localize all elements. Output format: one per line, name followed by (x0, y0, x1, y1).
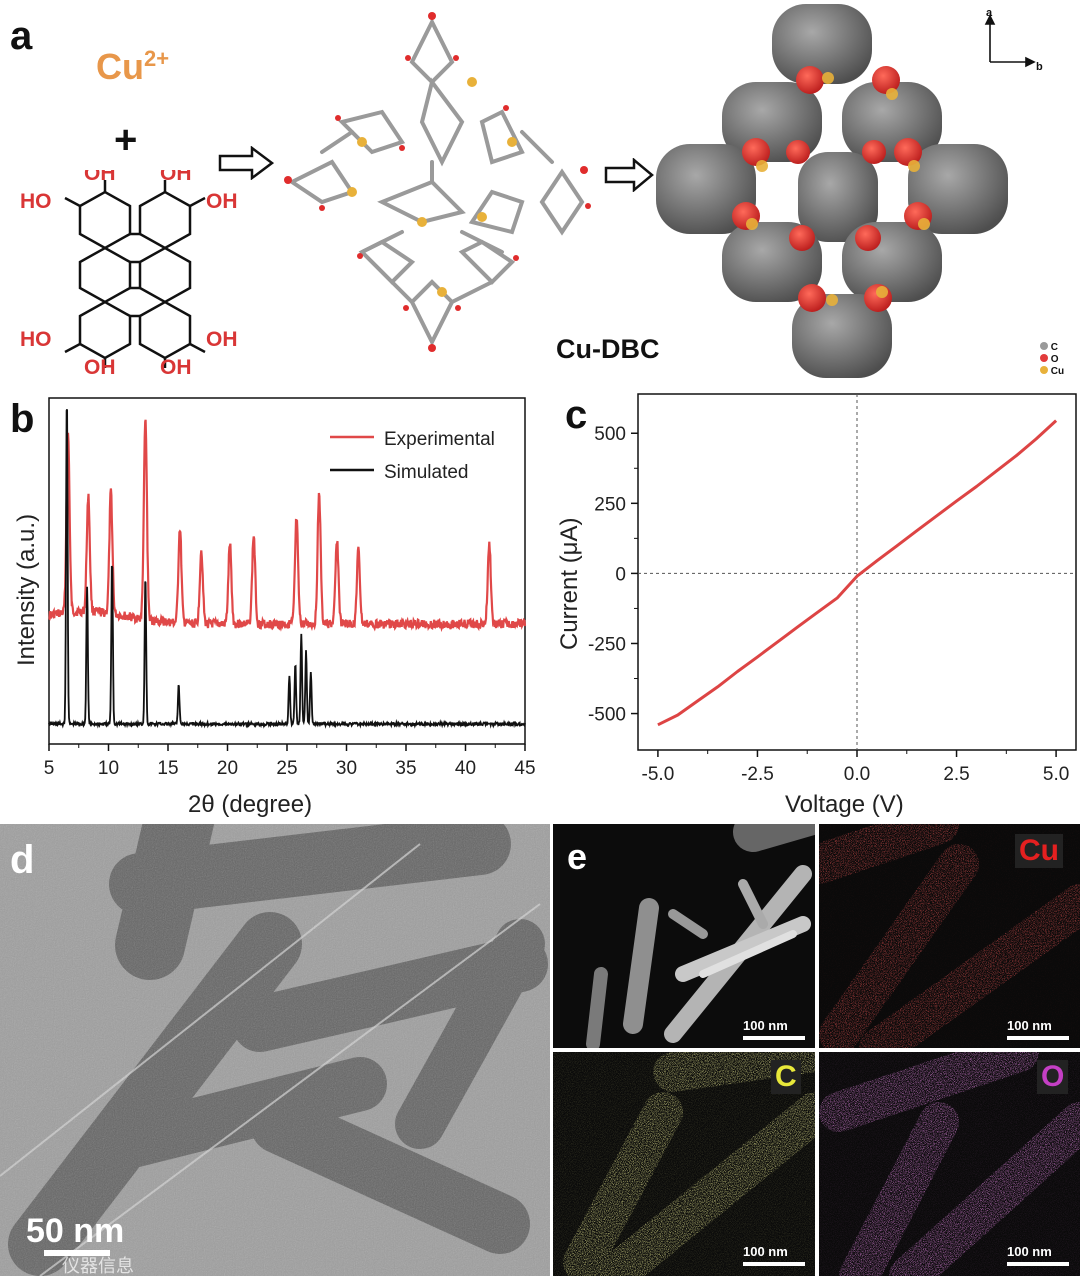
ring-bottom-right (138, 300, 192, 360)
axis-a-label: a (986, 7, 993, 19)
pxrd-series-line (48, 419, 527, 633)
oh-label: HO (20, 328, 52, 351)
pxrd-chart: b 5 10 15 20 25 30 35 40 45 Experimental Simulat… (10, 397, 536, 818)
oh-label: OH (84, 356, 116, 379)
legend-item-cu: Cu (1040, 366, 1064, 378)
tem-image: d 50 nm 仪器信息 (0, 824, 550, 1276)
plus-sign: + (114, 118, 138, 162)
oh-label: OH (206, 190, 238, 213)
ring-top-right (138, 190, 192, 250)
oh-label: OH (84, 170, 116, 185)
haadf-image: e 100 nm (553, 824, 815, 1048)
y-tick-label: -250 (588, 634, 626, 655)
haadf-scale-bar (743, 1036, 805, 1040)
iv-series-line (657, 419, 1058, 727)
x-tick-label: 45 (514, 758, 535, 779)
y-tick-label: 0 (615, 564, 626, 585)
ligand-structure: OH HO OH OH HO OH OH OH (20, 170, 238, 379)
pxrd-x-label: 2θ (degree) (188, 791, 312, 818)
eds-map-c: C 100 nm (553, 1052, 815, 1276)
x-tick-label: -5.0 (642, 764, 675, 785)
oh-label: HO (20, 190, 52, 213)
reaction-arrow-icon (604, 158, 654, 192)
eds-cu-scale-bar-label: 100 nm (1007, 1018, 1052, 1033)
panel-b-letter: b (10, 397, 34, 441)
metal-ion-charge: 2+ (144, 46, 170, 71)
eds-o-scale-bar (1007, 1262, 1069, 1266)
legend-label-experimental: Experimental (384, 429, 495, 450)
y-tick-label: 250 (594, 494, 626, 515)
eds-c-scale-bar (743, 1262, 805, 1266)
framework-space-filling-model (656, 4, 1008, 378)
axis-b-label: b (1036, 61, 1043, 72)
x-tick-label: 10 (98, 758, 119, 779)
pxrd-series-line (48, 409, 526, 729)
panel-d-letter: d (10, 838, 35, 882)
pxrd-y-label: Intensity (a.u.) (13, 514, 40, 666)
x-tick-label: 40 (455, 758, 476, 779)
ring-mid-right (138, 246, 192, 304)
eds-o-scale-bar-label: 100 nm (1007, 1244, 1052, 1259)
x-tick-label: -2.5 (741, 764, 774, 785)
x-tick-label: 5.0 (1043, 764, 1069, 785)
haadf-scale-bar-label: 100 nm (743, 1018, 788, 1033)
x-tick-label: 30 (336, 758, 357, 779)
panel-a-letter: a (10, 14, 33, 58)
x-tick-label: 15 (157, 758, 178, 779)
eds-c-scale-bar-label: 100 nm (743, 1244, 788, 1259)
eds-map-o: O 100 nm (819, 1052, 1080, 1276)
x-tick-label: 5 (44, 758, 55, 779)
watermark-text: 仪器信息 (62, 1256, 134, 1276)
panel-c-letter: c (565, 393, 587, 437)
crystal-axes-indicator: a b (984, 7, 1043, 72)
oh-label: OH (160, 170, 192, 185)
oh-label: OH (160, 356, 192, 379)
panel-e-letter: e (567, 836, 588, 877)
y-tick-label: 500 (594, 424, 626, 445)
oh-label: OH (206, 328, 238, 351)
eds-map-cu: Cu 100 nm (819, 824, 1080, 1048)
eds-cu-scale-bar (1007, 1036, 1069, 1040)
eds-cu-label: Cu (1015, 834, 1063, 868)
iv-chart: c -5.0 -2.5 0.0 2.5 5.0 -500 -250 0 250 500 Volta… (556, 393, 1077, 818)
iv-x-label: Voltage (V) (785, 791, 904, 818)
legend-item-o: O (1040, 354, 1064, 366)
metal-ion-symbol: Cu (96, 46, 144, 87)
legend-item-c: C (1040, 342, 1064, 354)
product-label: Cu-DBC (556, 334, 660, 364)
metal-ion-label: Cu2+ (96, 46, 169, 88)
ring-top-left (78, 190, 132, 250)
pxrd-x-axis: 5 10 15 20 25 30 35 40 45 (44, 744, 536, 779)
x-tick-label: 2.5 (943, 764, 969, 785)
x-tick-label: 35 (395, 758, 416, 779)
ring-mid-left (78, 246, 132, 304)
pxrd-legend: Experimental Simulated (330, 429, 495, 483)
x-tick-label: 0.0 (844, 764, 870, 785)
eds-o-label: O (1037, 1060, 1069, 1094)
reaction-arrow-icon (218, 146, 274, 180)
y-tick-label: -500 (588, 705, 626, 726)
x-tick-label: 20 (217, 758, 238, 779)
iv-y-label: Current (μA) (556, 517, 583, 650)
tem-scale-bar-label: 50 nm (26, 1212, 125, 1250)
tem-scale-bar (44, 1250, 110, 1256)
x-tick-label: 25 (276, 758, 297, 779)
eds-c-label: C (771, 1060, 801, 1094)
legend-label-simulated: Simulated (384, 462, 469, 483)
atom-legend: C O Cu (1040, 342, 1064, 378)
ring-bottom-left (78, 300, 132, 360)
framework-stick-model (284, 12, 591, 352)
